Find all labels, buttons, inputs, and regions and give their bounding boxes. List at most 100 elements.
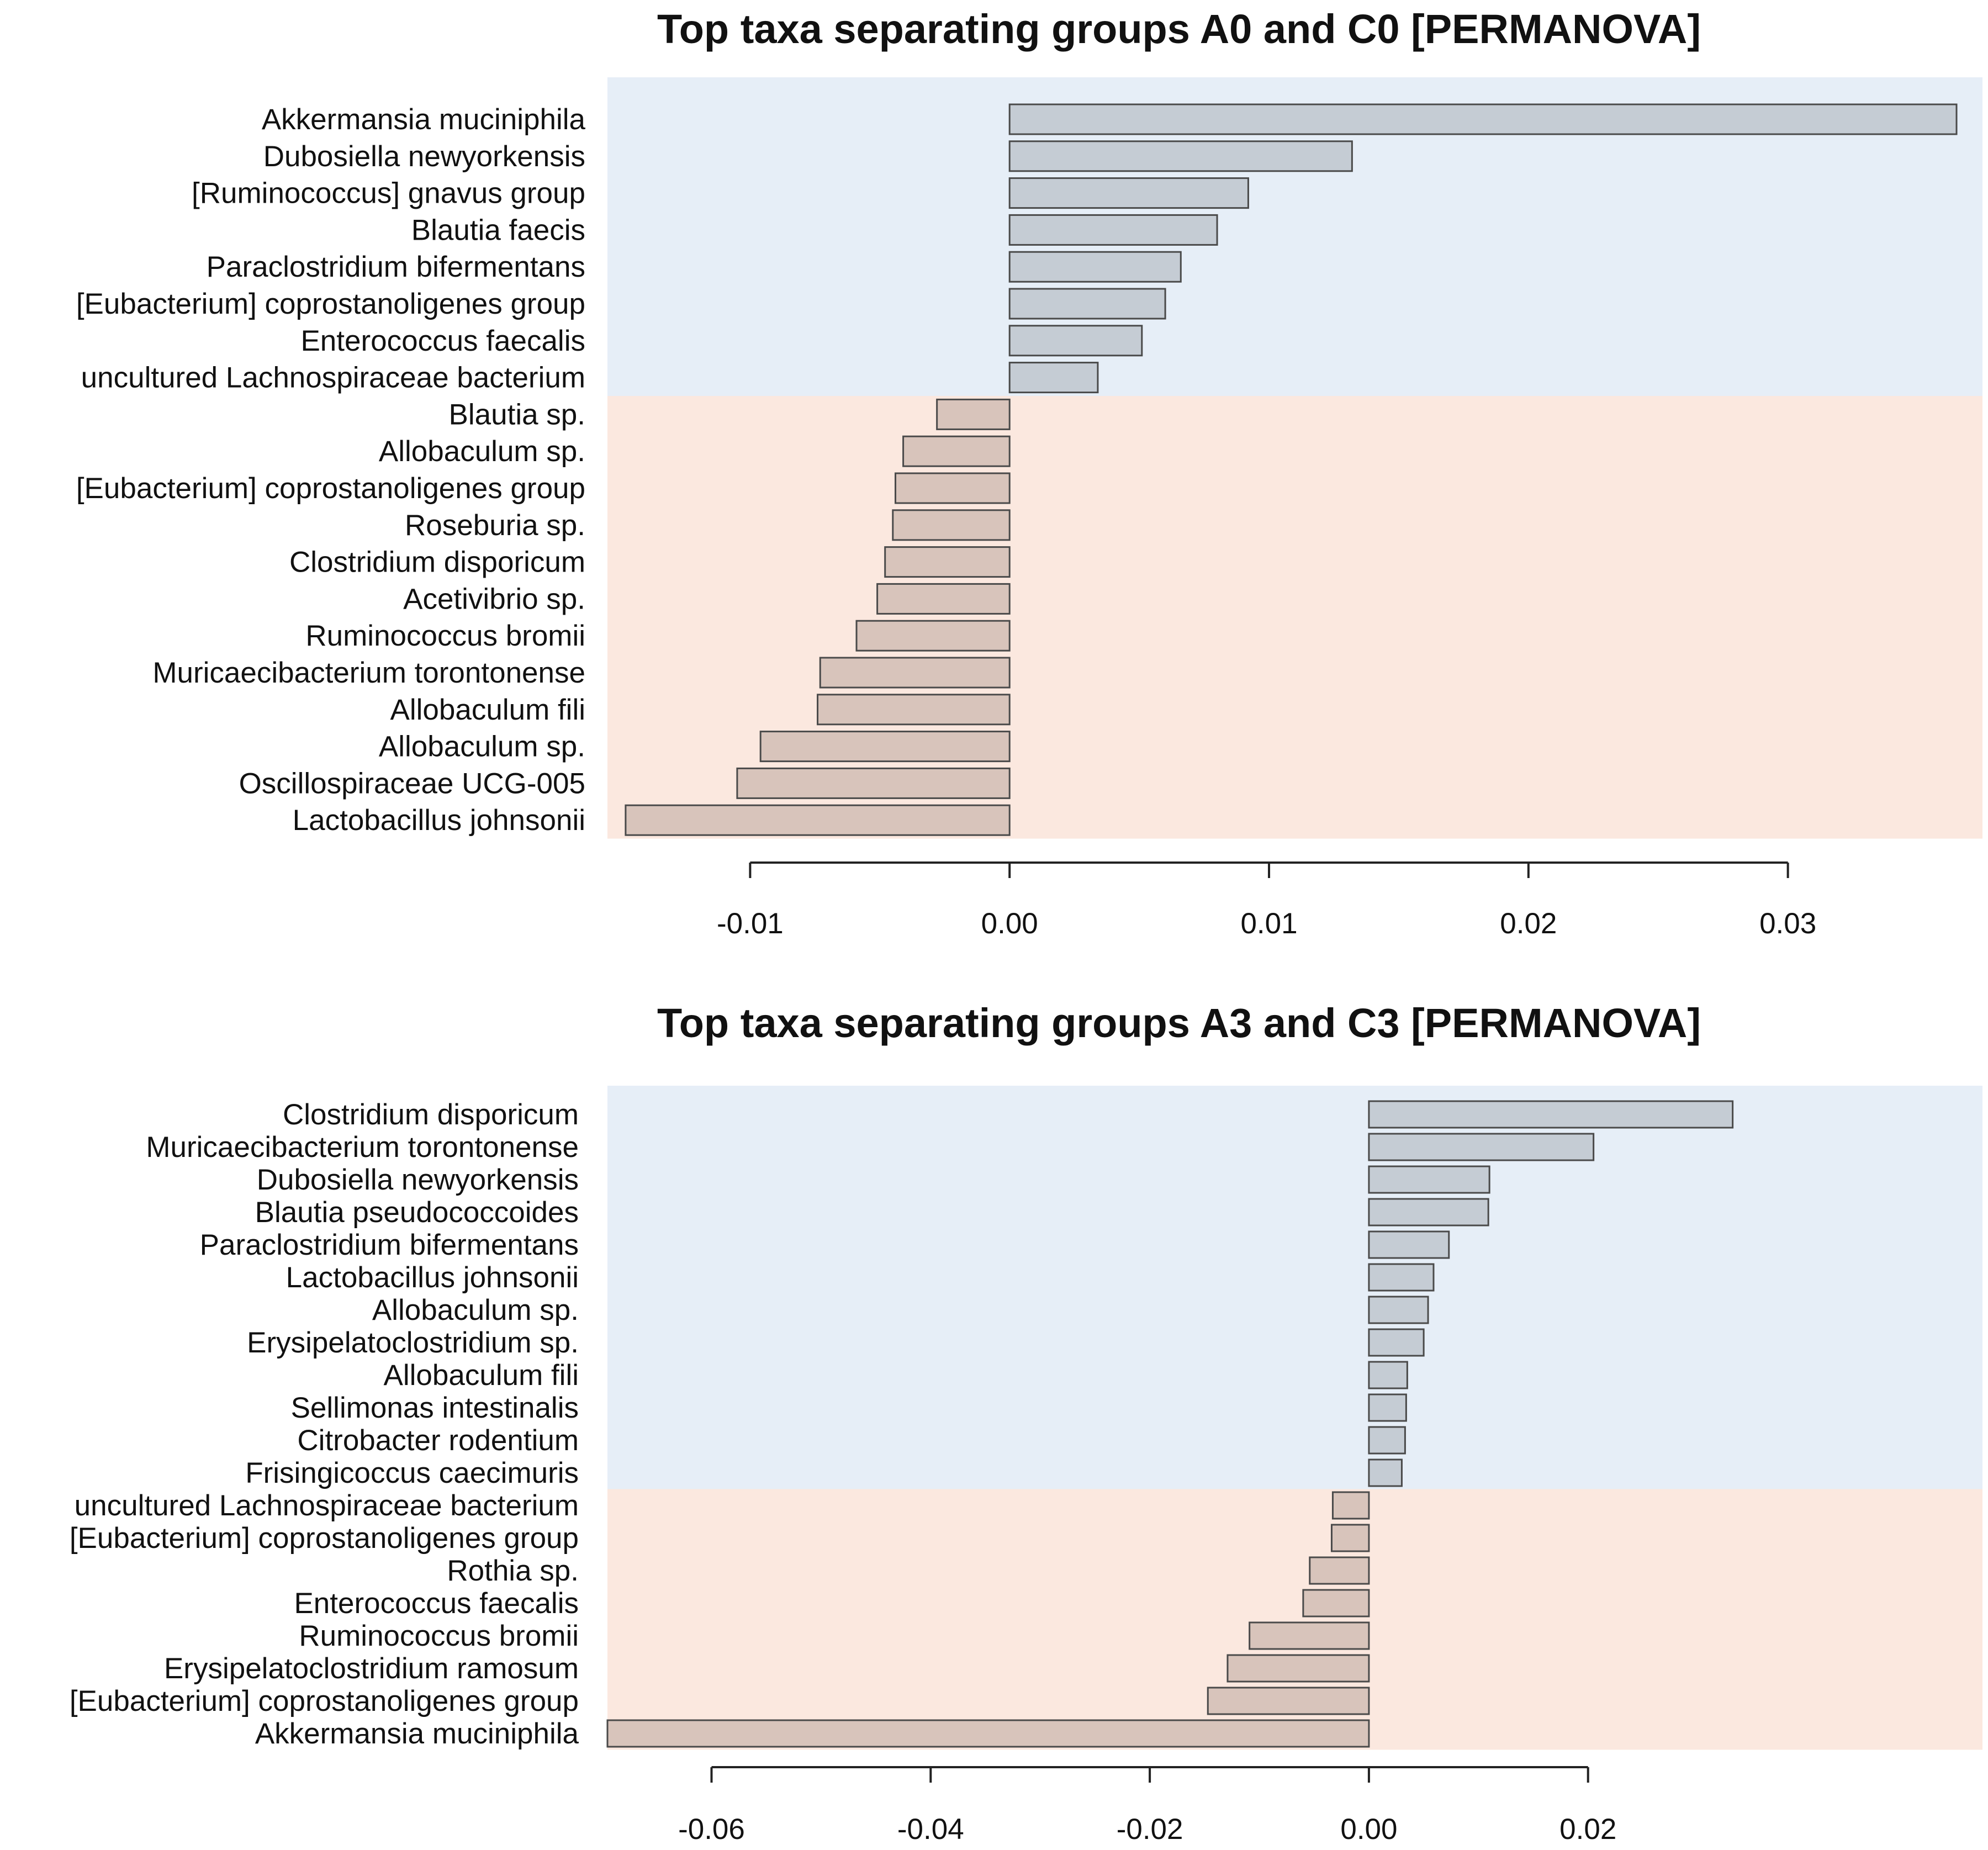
category-label: Lactobacillus johnsonii	[286, 1261, 579, 1294]
category-label: Blautia sp.	[449, 398, 585, 431]
category-label: Paraclostridium bifermentans	[200, 1229, 579, 1261]
category-label: [Eubacterium] coprostanoligenes group	[70, 1685, 579, 1717]
bar	[1008, 288, 1166, 320]
bar	[1226, 1654, 1370, 1683]
bar	[884, 546, 1011, 578]
category-label: Allobaculum sp.	[379, 435, 585, 468]
bar	[1207, 1687, 1370, 1715]
bar	[902, 435, 1011, 467]
bar	[1309, 1556, 1370, 1585]
category-label: Blautia pseudococcoides	[255, 1196, 579, 1229]
chart-title: Top taxa separating groups A0 and C0 [PE…	[657, 6, 1701, 52]
category-label: Allobaculum sp.	[379, 731, 585, 763]
bar	[1330, 1524, 1370, 1552]
bar	[876, 583, 1011, 615]
x-tick-label: -0.01	[717, 907, 784, 940]
category-label: Ruminococcus bromii	[299, 1620, 579, 1652]
category-label: Muricaecibacterium torontonense	[146, 1131, 579, 1164]
x-tick-label: 0.03	[1759, 907, 1816, 940]
bar	[1249, 1621, 1370, 1650]
bar	[1368, 1328, 1425, 1357]
bar	[1368, 1361, 1408, 1389]
bar	[1008, 251, 1182, 283]
bar	[1368, 1230, 1450, 1259]
bar	[1368, 1165, 1490, 1194]
category-label: Dubosiella newyorkensis	[263, 140, 585, 173]
bar	[1302, 1589, 1370, 1618]
chart-a3-c3: Top taxa separating groups A3 and C3 [PE…	[70, 1000, 1982, 1846]
bar	[1368, 1296, 1429, 1324]
positive-band	[607, 1086, 1982, 1489]
category-label: Allobaculum fili	[390, 694, 585, 726]
bar	[1368, 1458, 1403, 1487]
category-label: [Ruminococcus] gnavus group	[192, 177, 585, 210]
bar	[819, 657, 1011, 689]
chart-title: Top taxa separating groups A3 and C3 [PE…	[657, 1000, 1701, 1046]
bar	[1368, 1100, 1734, 1129]
bar	[894, 472, 1011, 504]
category-label: Dubosiella newyorkensis	[257, 1164, 579, 1196]
category-label: Frisingicoccus caecimuris	[245, 1457, 579, 1489]
category-labels: Clostridium disporicumMuricaecibacterium…	[70, 1098, 579, 1750]
x-tick-label: -0.04	[897, 1813, 964, 1846]
bar	[855, 620, 1011, 652]
category-label: [Eubacterium] coprostanoligenes group	[70, 1522, 579, 1555]
x-axis: -0.01 0.00 0.01 0.02 0.03	[717, 861, 1816, 940]
x-tick-label: 0.00	[1340, 1813, 1397, 1846]
category-label: Citrobacter rodentium	[297, 1424, 579, 1457]
x-tick-label: -0.02	[1117, 1813, 1183, 1846]
bar	[1008, 140, 1353, 172]
bar	[936, 398, 1011, 430]
bar	[759, 731, 1011, 763]
background-bands	[607, 77, 1982, 839]
bar	[1368, 1133, 1595, 1161]
category-label: uncultured Lachnospiraceae bacterium	[81, 362, 585, 394]
x-tick-label: 0.02	[1500, 907, 1557, 940]
bar	[625, 804, 1011, 836]
bar	[1368, 1426, 1406, 1455]
category-label: Erysipelatoclostridium sp.	[247, 1326, 579, 1359]
x-tick-label: 0.01	[1240, 907, 1297, 940]
category-label: Paraclostridium bifermentans	[207, 251, 585, 283]
x-tick-label: 0.02	[1559, 1813, 1616, 1846]
category-label: Ruminococcus bromii	[305, 620, 585, 652]
category-label: Blautia faecis	[411, 214, 585, 246]
category-label: Clostridium disporicum	[289, 546, 585, 579]
x-tick-label: -0.06	[678, 1813, 745, 1846]
category-label: Sellimonas intestinalis	[291, 1392, 579, 1424]
bar	[817, 694, 1011, 726]
category-labels: Akkermansia muciniphila Dubosiella newyor…	[76, 103, 586, 837]
bar	[606, 1719, 1370, 1748]
bar	[1008, 325, 1143, 357]
bar	[736, 767, 1011, 799]
category-label: Roseburia sp.	[405, 509, 585, 542]
x-axis: -0.06 -0.04 -0.02 0.00 0.02	[678, 1766, 1616, 1846]
category-label: Muricaecibacterium torontonense	[152, 657, 585, 689]
category-label: Akkermansia muciniphila	[262, 103, 586, 136]
category-label: Akkermansia muciniphila	[255, 1717, 579, 1750]
category-label: Rothia sp.	[447, 1555, 579, 1587]
category-label: Acetivibrio sp.	[403, 583, 585, 615]
chart-a0-c0: Top taxa separating groups A0 and C0 [PE…	[76, 6, 1982, 940]
bar	[892, 509, 1011, 541]
bar	[1368, 1393, 1407, 1422]
x-tick-label: 0.00	[981, 907, 1038, 940]
category-label: [Eubacterium] coprostanoligenes group	[76, 288, 585, 320]
bars	[625, 103, 1958, 836]
category-label: Allobaculum fili	[384, 1359, 579, 1392]
category-label: Allobaculum sp.	[372, 1294, 579, 1326]
bar	[1368, 1198, 1489, 1227]
bar	[1368, 1263, 1435, 1292]
category-label: Erysipelatoclostridium ramosum	[164, 1652, 579, 1685]
category-label: Lactobacillus johnsonii	[293, 804, 585, 837]
category-label: [Eubacterium] coprostanoligenes group	[76, 472, 585, 505]
category-label: Enterococcus faecalis	[300, 325, 585, 357]
background-bands	[607, 1086, 1982, 1750]
category-label: Oscillospiraceae UCG-005	[239, 767, 585, 800]
bar	[1331, 1491, 1370, 1520]
bar	[1008, 177, 1249, 209]
bar	[1008, 362, 1099, 394]
category-label: Enterococcus faecalis	[294, 1587, 579, 1620]
category-label: Clostridium disporicum	[283, 1098, 579, 1131]
